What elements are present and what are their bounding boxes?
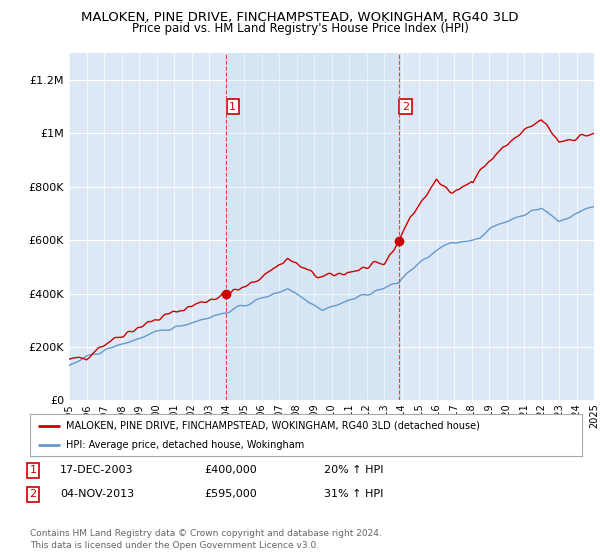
Text: Contains HM Land Registry data © Crown copyright and database right 2024.
This d: Contains HM Land Registry data © Crown c… [30, 529, 382, 550]
Text: £595,000: £595,000 [204, 489, 257, 500]
Text: 2: 2 [402, 101, 409, 111]
Text: MALOKEN, PINE DRIVE, FINCHAMPSTEAD, WOKINGHAM, RG40 3LD (detached house): MALOKEN, PINE DRIVE, FINCHAMPSTEAD, WOKI… [66, 421, 480, 431]
Text: Price paid vs. HM Land Registry's House Price Index (HPI): Price paid vs. HM Land Registry's House … [131, 22, 469, 35]
Text: 20% ↑ HPI: 20% ↑ HPI [324, 465, 383, 475]
Text: HPI: Average price, detached house, Wokingham: HPI: Average price, detached house, Woki… [66, 440, 304, 450]
Bar [226, 53, 399, 400]
Text: 1: 1 [29, 465, 37, 475]
Text: 1: 1 [229, 101, 236, 111]
Text: MALOKEN, PINE DRIVE, FINCHAMPSTEAD, WOKINGHAM, RG40 3LD: MALOKEN, PINE DRIVE, FINCHAMPSTEAD, WOKI… [81, 11, 519, 24]
Text: 17-DEC-2003: 17-DEC-2003 [60, 465, 133, 475]
Text: 04-NOV-2013: 04-NOV-2013 [60, 489, 134, 500]
Text: 2: 2 [29, 489, 37, 500]
Text: 31% ↑ HPI: 31% ↑ HPI [324, 489, 383, 500]
Text: £400,000: £400,000 [204, 465, 257, 475]
